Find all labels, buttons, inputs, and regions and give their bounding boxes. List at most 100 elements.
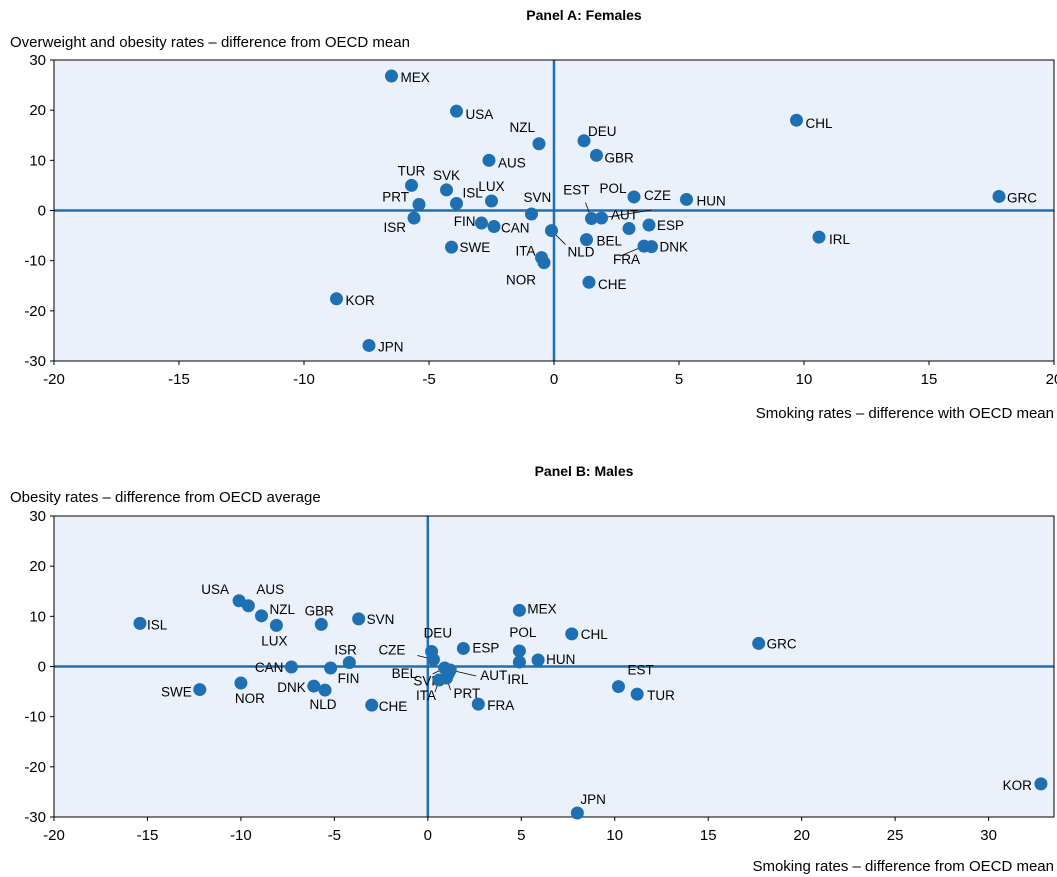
point-label-fra: FRA xyxy=(613,252,640,267)
x-axis-label: Smoking rates – difference from OECD mea… xyxy=(752,858,1054,875)
data-point-tur xyxy=(405,178,418,192)
data-point-nor xyxy=(537,256,551,270)
chart-title: Panel A: Females xyxy=(526,7,642,23)
x-tick-label: 15 xyxy=(700,827,717,844)
y-tick-label: -30 xyxy=(24,809,46,826)
point-label-svn: SVN xyxy=(367,612,395,627)
point-label-chl: CHL xyxy=(806,116,833,131)
panel-a-females: Panel A: Females Overweight and obesity r… xyxy=(10,7,1057,422)
y-tick-label: -10 xyxy=(24,709,46,726)
y-tick-label: 0 xyxy=(38,203,46,220)
data-point-aut xyxy=(622,222,636,236)
x-tick-label: 15 xyxy=(921,371,938,388)
point-label-pol: POL xyxy=(509,625,537,640)
data-point-hun xyxy=(680,192,693,206)
point-label-mex: MEX xyxy=(401,70,430,85)
data-point-lux xyxy=(269,618,283,632)
point-label-usa: USA xyxy=(201,582,229,597)
x-tick-label: 10 xyxy=(796,371,813,388)
data-point-isl xyxy=(450,196,463,210)
data-point-nzl xyxy=(254,609,268,623)
data-point-esp xyxy=(642,218,656,232)
data-point-dnk xyxy=(307,679,321,693)
point-label-fin: FIN xyxy=(338,671,360,686)
data-point-nld xyxy=(545,224,558,238)
data-point-can xyxy=(284,660,298,674)
point-label-svk: SVK xyxy=(433,168,460,183)
data-point-est xyxy=(611,680,625,694)
point-label-tur: TUR xyxy=(647,688,675,703)
data-point-gbr xyxy=(314,617,328,631)
chart-title: Panel B: Males xyxy=(535,463,634,479)
point-label-isr: ISR xyxy=(334,642,357,657)
data-point-jpn xyxy=(570,806,584,820)
point-label-hun: HUN xyxy=(697,193,726,208)
point-label-swe: SWE xyxy=(161,685,192,700)
data-point-che xyxy=(365,698,379,712)
data-point-grc xyxy=(752,636,766,650)
y-tick-label: 20 xyxy=(29,102,46,119)
point-label-svn: SVN xyxy=(524,190,552,205)
data-point-isr xyxy=(407,211,421,225)
point-label-usa: USA xyxy=(466,107,494,122)
point-label-chl: CHL xyxy=(581,627,608,642)
y-tick-label: -20 xyxy=(24,303,46,320)
data-point-fra xyxy=(471,697,485,711)
data-point-prt xyxy=(412,197,426,211)
point-label-jpn: JPN xyxy=(580,792,606,807)
point-label-swe: SWE xyxy=(460,240,491,255)
y-tick-label: 10 xyxy=(29,152,46,169)
data-point-esp xyxy=(456,641,470,655)
point-label-kor: KOR xyxy=(346,293,376,308)
x-tick-label: -15 xyxy=(137,827,159,844)
point-label-irl: IRL xyxy=(829,232,851,247)
point-label-nor: NOR xyxy=(235,691,265,706)
point-label-lux: LUX xyxy=(478,179,504,194)
data-point-cze xyxy=(627,190,641,204)
data-point-tur xyxy=(630,687,644,701)
data-point-mex xyxy=(385,69,398,83)
point-label-aus: AUS xyxy=(256,582,284,597)
data-point-irl xyxy=(812,230,826,244)
y-axis-label: Overweight and obesity rates – differenc… xyxy=(10,34,410,51)
y-tick-label: -20 xyxy=(24,759,46,776)
data-point-lux xyxy=(485,194,498,208)
point-label-can: CAN xyxy=(501,221,530,236)
x-tick-label: 20 xyxy=(793,827,810,844)
x-tick-label: 0 xyxy=(550,371,558,388)
point-label-deu: DEU xyxy=(588,124,617,139)
point-label-pol: POL xyxy=(600,181,628,196)
data-point-kor xyxy=(1034,777,1048,791)
data-point-hun xyxy=(531,653,545,667)
data-point-isr xyxy=(342,655,356,669)
point-label-isl: ISL xyxy=(147,617,168,632)
data-point-swe xyxy=(193,683,207,697)
point-label-nzl: NZL xyxy=(509,120,535,135)
data-point-isl xyxy=(133,616,147,630)
data-point-pol xyxy=(512,644,526,658)
point-label-prt: PRT xyxy=(454,686,481,701)
data-point-aus xyxy=(482,153,496,167)
point-label-nld: NLD xyxy=(310,697,337,712)
data-point-nor xyxy=(234,676,248,690)
point-label-aut: AUT xyxy=(611,208,638,223)
data-point-grc xyxy=(992,189,1006,203)
x-tick-label: -20 xyxy=(43,827,65,844)
y-axis-label: Obesity rates – difference from OECD ave… xyxy=(10,489,321,506)
x-axis-label: Smoking rates – difference with OECD mea… xyxy=(756,405,1054,422)
data-point-est xyxy=(585,212,598,226)
point-label-gbr: GBR xyxy=(605,150,635,165)
x-tick-label: 0 xyxy=(424,827,432,844)
point-label-aus: AUS xyxy=(498,155,526,170)
y-tick-label: 20 xyxy=(29,558,46,575)
data-point-pol xyxy=(595,211,608,225)
point-label-fra: FRA xyxy=(487,698,514,713)
y-tick-label: 30 xyxy=(29,508,46,525)
point-label-che: CHE xyxy=(598,277,627,292)
point-label-aut: AUT xyxy=(480,668,507,683)
point-label-dnk: DNK xyxy=(660,240,689,255)
x-tick-label: 5 xyxy=(517,827,525,844)
data-point-swe xyxy=(445,240,458,254)
point-label-bel: BEL xyxy=(392,666,418,681)
